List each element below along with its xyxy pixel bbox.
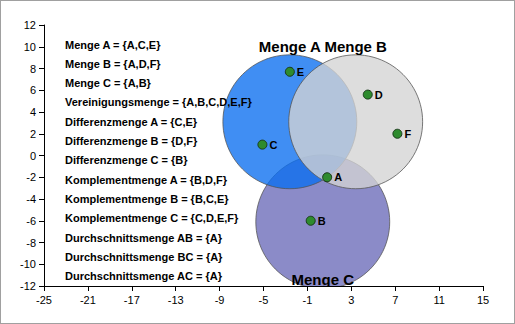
svg-text:Menge B = {A,D,F}: Menge B = {A,D,F} — [65, 58, 161, 70]
svg-text:Differenzmenge C = {B}: Differenzmenge C = {B} — [65, 154, 188, 166]
svg-text:12: 12 — [24, 19, 36, 31]
svg-text:6: 6 — [30, 84, 36, 96]
svg-text:Komplementmenge A = {B,D,F}: Komplementmenge A = {B,D,F} — [65, 174, 228, 186]
svg-text:C: C — [269, 139, 277, 151]
svg-text:Durchschnittsmenge BC = {A}: Durchschnittsmenge BC = {A} — [65, 251, 223, 263]
svg-text:E: E — [297, 66, 304, 78]
svg-text:3: 3 — [348, 294, 354, 306]
svg-text:F: F — [404, 128, 411, 140]
svg-text:Vereinigungsmenge = {A,B,C,D,E: Vereinigungsmenge = {A,B,C,D,E,F} — [65, 96, 252, 108]
svg-text:15: 15 — [477, 294, 489, 306]
svg-text:-13: -13 — [168, 294, 184, 306]
svg-text:Menge C = {A,B}: Menge C = {A,B} — [65, 77, 152, 89]
svg-text:-25: -25 — [36, 294, 52, 306]
svg-text:-17: -17 — [124, 294, 140, 306]
svg-text:0: 0 — [30, 150, 36, 162]
svg-text:-2: -2 — [26, 171, 36, 183]
svg-text:4: 4 — [30, 106, 36, 118]
svg-text:7: 7 — [392, 294, 398, 306]
svg-text:Durchschnittsmenge AC = {A}: Durchschnittsmenge AC = {A} — [65, 270, 223, 282]
svg-text:-1: -1 — [303, 294, 313, 306]
svg-text:2: 2 — [30, 128, 36, 140]
svg-text:Menge C: Menge C — [292, 271, 355, 288]
svg-text:Differenzmenge B = {D,F}: Differenzmenge B = {D,F} — [65, 135, 198, 147]
svg-text:11: 11 — [433, 294, 444, 306]
svg-text:-21: -21 — [80, 294, 96, 306]
svg-text:Durchschnittsmenge AB = {A}: Durchschnittsmenge AB = {A} — [65, 232, 223, 244]
svg-text:B: B — [318, 215, 326, 227]
svg-text:10: 10 — [24, 41, 36, 53]
svg-text:D: D — [375, 89, 383, 101]
svg-text:Menge A = {A,C,E}: Menge A = {A,C,E} — [65, 39, 161, 51]
svg-text:Menge B: Menge B — [324, 38, 387, 55]
svg-text:8: 8 — [30, 63, 36, 75]
svg-text:Menge A: Menge A — [259, 38, 321, 55]
svg-text:Komplementmenge B = {B,C,E}: Komplementmenge B = {B,C,E} — [65, 193, 229, 205]
svg-text:-12: -12 — [20, 280, 36, 292]
svg-text:-5: -5 — [259, 294, 269, 306]
svg-text:-9: -9 — [215, 294, 225, 306]
svg-text:A: A — [334, 171, 342, 183]
svg-text:-6: -6 — [26, 215, 36, 227]
svg-text:-10: -10 — [20, 258, 36, 270]
svg-text:Komplementmenge C = {C,D,E,F}: Komplementmenge C = {C,D,E,F} — [65, 212, 239, 224]
svg-text:-4: -4 — [26, 193, 36, 205]
svg-text:Differenzmenge A = {C,E}: Differenzmenge A = {C,E} — [65, 116, 198, 128]
svg-text:-8: -8 — [26, 237, 36, 249]
